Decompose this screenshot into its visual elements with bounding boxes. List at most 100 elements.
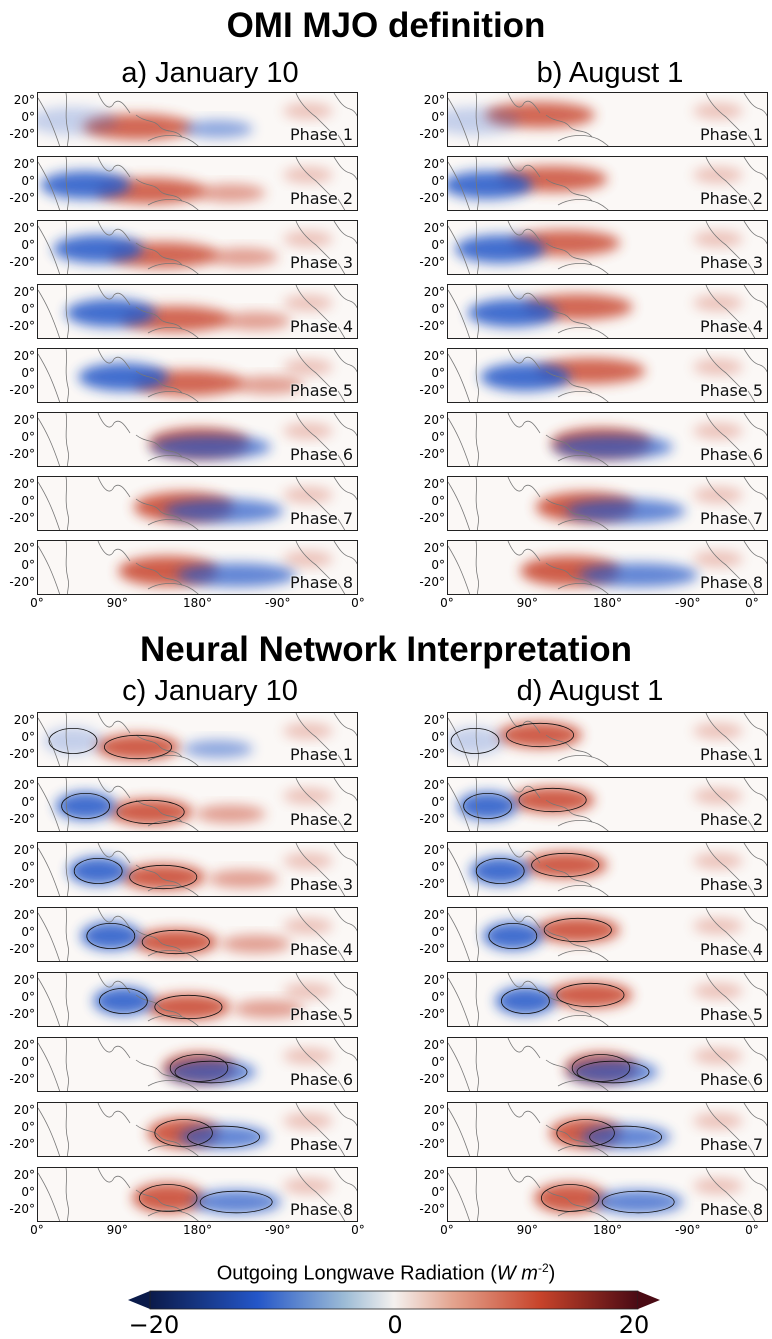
negative-anomaly-blob	[166, 1060, 256, 1084]
y-tick-label: 20°	[423, 285, 445, 299]
x-tick-label: 180°	[593, 1223, 622, 1237]
positive-anomaly-blob	[195, 184, 266, 202]
anomaly-map	[38, 713, 357, 766]
significance-contour	[141, 929, 210, 955]
significance-contour	[48, 727, 98, 755]
coastline	[545, 562, 593, 586]
coastline	[147, 519, 199, 530]
coastline	[333, 908, 357, 932]
y-tick-label: 0°	[431, 1185, 445, 1199]
colorbar-tick-min: −20	[128, 1311, 180, 1339]
map-panel-d-phase-7: Phase 7	[447, 1102, 768, 1157]
phase-label: Phase 3	[699, 253, 763, 272]
column-title-a: a) January 10	[121, 57, 299, 89]
x-tick-label: 90°	[516, 596, 538, 610]
coastline	[97, 908, 131, 929]
map-panel-b-phase-4: Phase 4	[447, 284, 768, 339]
positive-anomaly-blob	[283, 295, 333, 311]
y-tick-label: 0°	[21, 238, 35, 252]
negative-anomaly-blob	[457, 792, 518, 820]
negative-anomaly-blob	[65, 299, 156, 327]
phase-label: Phase 6	[699, 445, 763, 464]
coastline	[545, 498, 593, 522]
phase-label: Phase 4	[289, 317, 353, 336]
coastline	[333, 1103, 357, 1127]
negative-anomaly-blob	[40, 171, 131, 199]
colorbar-label: Outgoing Longwave Radiation (W m-2)	[0, 1256, 772, 1286]
coastline	[295, 157, 333, 198]
map-panel-c-phase-7: Phase 7	[37, 1102, 358, 1157]
significance-contour	[174, 1060, 248, 1084]
phase-label: Phase 1	[289, 745, 353, 764]
coastline	[135, 734, 183, 758]
coastline	[705, 413, 743, 454]
coastline	[295, 973, 333, 1014]
coastline	[507, 477, 541, 498]
coastline	[147, 1210, 199, 1221]
phase-label: Phase 2	[699, 189, 763, 208]
phase-label: Phase 8	[289, 573, 353, 592]
positive-anomaly-blob	[195, 805, 266, 823]
y-tick-label: -20°	[419, 1202, 445, 1216]
map-panel-a-phase-2: Phase 2	[37, 156, 358, 211]
column-title-d: d) August 1	[516, 675, 664, 707]
coastline	[38, 97, 61, 146]
coastline	[475, 973, 479, 1026]
positive-anomaly-blob	[693, 103, 743, 119]
coastline	[743, 843, 767, 867]
significance-contour	[540, 1184, 600, 1212]
coastline	[337, 1144, 346, 1156]
y-tick-label: 20°	[423, 349, 445, 363]
coastline	[333, 713, 357, 737]
positive-anomaly-blob	[96, 734, 180, 760]
coastline	[147, 755, 199, 766]
x-tick-label: -90°	[264, 1223, 291, 1237]
coastline	[97, 713, 131, 734]
coastline	[545, 306, 593, 330]
coastline	[65, 908, 69, 961]
significance-contour	[531, 852, 600, 878]
phase-label: Phase 1	[699, 125, 763, 144]
colorbar-body	[149, 1290, 639, 1310]
y-tick-label: 0°	[431, 860, 445, 874]
y-tick-label: 0°	[21, 430, 35, 444]
coastline	[747, 198, 756, 210]
coastline	[333, 843, 357, 867]
y-tick-label: 0°	[21, 110, 35, 124]
map-panel-b-phase-7: Phase 7	[447, 476, 768, 531]
negative-anomaly-blob	[78, 363, 169, 391]
anomaly-map	[38, 349, 357, 402]
coastline	[448, 1107, 471, 1156]
coastline	[295, 221, 333, 262]
y-tick-label: 0°	[21, 990, 35, 1004]
anomaly-map	[448, 1038, 767, 1091]
y-tick-label: 0°	[431, 1120, 445, 1134]
coastline	[333, 221, 357, 245]
map-panel-a-phase-5: Phase 5	[37, 348, 358, 403]
coastline	[743, 1103, 767, 1127]
map-panel-a-phase-4: Phase 4	[37, 284, 358, 339]
coastline	[337, 949, 346, 961]
coastline	[65, 477, 69, 530]
positive-anomaly-blob	[108, 799, 193, 825]
positive-anomaly-blob	[283, 231, 333, 247]
coastline	[557, 755, 609, 766]
y-tick-label: -20°	[9, 747, 35, 761]
y-tick-label: -20°	[419, 747, 445, 761]
y-tick-label: -20°	[9, 319, 35, 333]
positive-anomaly-blob	[220, 935, 291, 953]
coastline	[743, 477, 767, 501]
positive-anomaly-blob	[693, 1048, 743, 1064]
significance-contour	[129, 864, 198, 890]
y-tick-label: -20°	[9, 1007, 35, 1021]
coastline	[743, 157, 767, 181]
coastline	[705, 908, 743, 949]
coastline	[147, 455, 199, 466]
coastline	[135, 242, 183, 266]
negative-anomaly-blob	[448, 107, 520, 135]
anomaly-map	[38, 221, 357, 274]
y-tick-label: -20°	[9, 127, 35, 141]
positive-anomaly-blob	[693, 295, 743, 311]
y-tick-label: -20°	[419, 942, 445, 956]
negative-anomaly-blob	[455, 235, 546, 263]
